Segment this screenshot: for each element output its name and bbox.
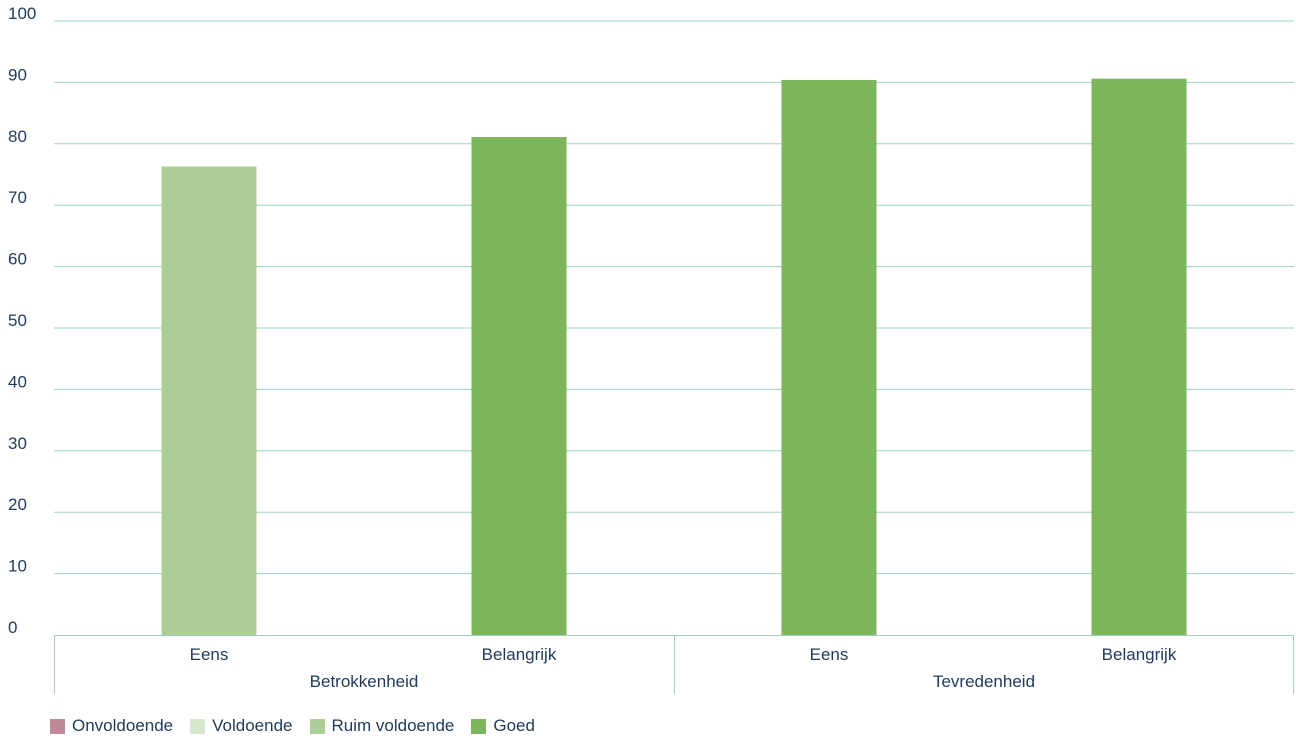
x-axis: Eens Belangrijk Betrokkenheid Eens Belangrij… bbox=[54, 635, 1294, 694]
gridlines bbox=[54, 20, 1294, 575]
legend-label: Onvoldoende bbox=[72, 716, 174, 735]
legend-item: Onvoldoende bbox=[50, 716, 173, 736]
legend-item: Goed bbox=[471, 716, 535, 736]
y-tick-label: 100 bbox=[8, 4, 36, 23]
legend-label: Goed bbox=[493, 716, 535, 735]
bar-betrokkenheid-belangrijk bbox=[471, 137, 567, 635]
x-group-label: Betrokkenheid bbox=[310, 672, 419, 691]
x-category-label: Belangrijk bbox=[482, 645, 557, 664]
bar-tevredenheid-eens bbox=[781, 79, 877, 636]
x-group-label: Tevredenheid bbox=[933, 672, 1035, 691]
y-tick-label: 70 bbox=[8, 188, 27, 207]
legend-swatch bbox=[190, 718, 206, 734]
y-tick-label: 30 bbox=[8, 434, 27, 453]
y-tick-label: 10 bbox=[8, 557, 27, 576]
legend-item: Voldoende bbox=[190, 716, 293, 736]
x-category-label: Eens bbox=[190, 645, 229, 664]
legend: Onvoldoende Voldoende Ruim voldoende Goed bbox=[50, 715, 535, 737]
bars bbox=[161, 78, 1187, 636]
x-category-label: Belangrijk bbox=[1102, 645, 1177, 664]
bar-tevredenheid-belangrijk bbox=[1091, 78, 1187, 635]
y-tick-label: 20 bbox=[8, 495, 27, 514]
y-tick-label: 50 bbox=[8, 311, 27, 330]
legend-label: Ruim voldoende bbox=[331, 716, 455, 735]
y-tick-label: 0 bbox=[8, 618, 17, 637]
legend-item: Ruim voldoende bbox=[309, 716, 455, 736]
legend-swatch bbox=[50, 718, 65, 734]
legend-swatch bbox=[309, 718, 325, 734]
y-tick-label: 60 bbox=[8, 250, 27, 269]
legend-label: Voldoende bbox=[212, 716, 293, 735]
y-tick-label: 80 bbox=[8, 127, 27, 146]
x-category-label: Eens bbox=[810, 645, 849, 664]
legend-swatch bbox=[471, 718, 487, 734]
y-axis-tick-labels: 0 10 20 30 40 50 60 70 80 90 100 bbox=[8, 4, 36, 637]
y-tick-label: 90 bbox=[8, 65, 27, 84]
bar-betrokkenheid-eens bbox=[161, 166, 257, 635]
y-tick-label: 40 bbox=[8, 372, 27, 391]
